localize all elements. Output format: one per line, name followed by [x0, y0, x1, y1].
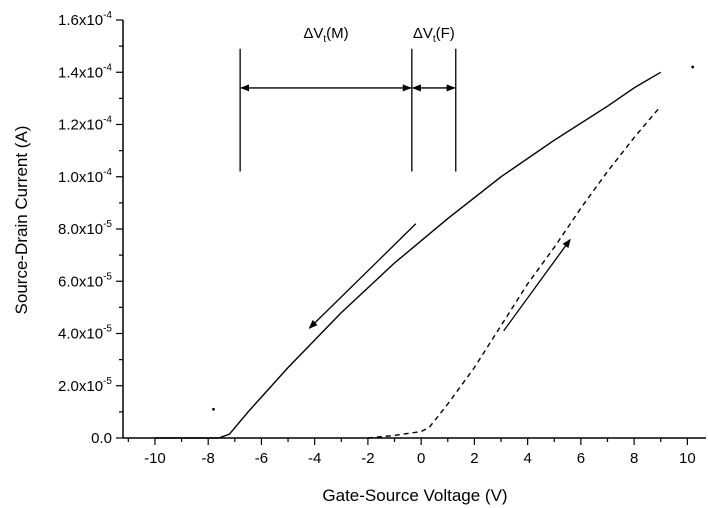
- x-tick-label: 2: [470, 450, 478, 467]
- x-tick-label: -8: [202, 450, 215, 467]
- x-tick-label: 0: [417, 450, 425, 467]
- direction-arrow: [503, 238, 571, 332]
- y-tick-exponent: -5: [103, 324, 112, 335]
- y-tick-exponent: -5: [103, 219, 112, 230]
- y-tick-mantissa: 4.0x10: [58, 326, 103, 343]
- y-tick-label: 1.0x10-4: [58, 167, 112, 186]
- x-tick-label: -2: [361, 450, 374, 467]
- stray-dot: [691, 65, 695, 69]
- y-tick-exponent: -5: [103, 376, 112, 387]
- annotation-label-sub: t: [433, 34, 436, 45]
- annotation-label-delta-vt-m: ΔVt(M): [303, 25, 348, 45]
- y-tick-label: 0.0: [91, 430, 112, 447]
- y-tick-mantissa: 1.2x10: [58, 117, 103, 134]
- y-tick-label: 1.4x10-4: [58, 62, 112, 81]
- y-tick-mantissa: 6.0x10: [58, 273, 103, 290]
- y-tick-mantissa: 8.0x10: [58, 221, 103, 238]
- annotation-label-rest: (M): [326, 25, 349, 42]
- x-tick-label: -6: [255, 450, 268, 467]
- y-tick-label: 4.0x10-5: [58, 324, 112, 343]
- y-tick-label: 2.0x10-5: [58, 376, 112, 395]
- y-tick-mantissa: 2.0x10: [58, 378, 103, 395]
- y-tick-exponent: -4: [103, 115, 112, 126]
- x-tick-label: 10: [679, 450, 696, 467]
- y-tick-label: 1.2x10-4: [58, 115, 112, 134]
- y-axis-title: Source-Drain Current (A): [12, 126, 31, 315]
- y-tick-mantissa: 1.0x10: [58, 169, 103, 186]
- direction-arrow: [308, 223, 417, 329]
- y-tick-exponent: -5: [103, 271, 112, 282]
- axes: -10 -8 -6 -4 -2 0 2 4 6 8 100.02.0x10-54.0x10-56.0…: [58, 10, 706, 467]
- annotation-label-main: ΔV: [303, 25, 323, 42]
- x-tick-label: -10: [144, 450, 166, 467]
- y-tick-label: 1.6x10-4: [58, 10, 112, 29]
- y-tick-mantissa: 1.6x10: [58, 12, 103, 29]
- y-tick-exponent: -4: [103, 10, 112, 21]
- y-tick-exponent: -4: [103, 62, 112, 73]
- x-axis-title: Gate-Source Voltage (V): [322, 486, 507, 505]
- x-tick-label: 8: [630, 450, 638, 467]
- annotation-label-delta-vt-f: ΔVt(F): [413, 25, 455, 45]
- x-tick-label: 4: [523, 450, 531, 467]
- annotation-label-sub: t: [323, 34, 326, 45]
- annotation-label-rest: (F): [436, 25, 455, 42]
- y-tick-mantissa: 1.4x10: [58, 64, 103, 81]
- series-group: [154, 65, 695, 439]
- x-tick-label: -4: [308, 450, 321, 467]
- stray-dot: [212, 407, 215, 411]
- x-tick-label: 6: [577, 450, 585, 467]
- annotations-group: ΔVt(M) ΔVt(F): [239, 25, 457, 172]
- y-tick-mantissa: 0.0: [91, 430, 112, 447]
- y-tick-label: 6.0x10-5: [58, 271, 112, 290]
- y-tick-exponent: -4: [103, 167, 112, 178]
- annotation-label-main: ΔV: [413, 25, 433, 42]
- y-tick-label: 8.0x10-5: [58, 219, 112, 238]
- series-line-solid: [154, 71, 662, 439]
